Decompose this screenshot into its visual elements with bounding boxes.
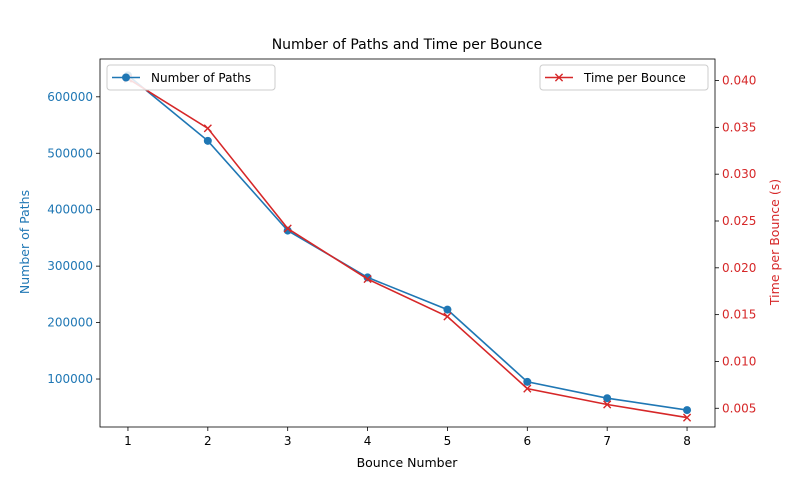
plot-frame	[99, 58, 716, 428]
legend-label-number-of-paths: Number of Paths	[151, 71, 251, 85]
x-tick-label: 5	[444, 434, 452, 448]
data-point-time-per-bounce	[682, 413, 692, 422]
y-right-tick-label: 0.025	[722, 214, 756, 228]
data-point-time-per-bounce	[203, 124, 212, 133]
x-tick-label: 6	[523, 434, 531, 448]
plot-area: 1 2 3 4 5 6 7 8 100000 200000 300000 400000 500000 60…	[47, 58, 756, 448]
x-tick-label: 4	[364, 434, 372, 448]
series-line-number-of-paths	[127, 74, 688, 411]
y-left-tick-label: 200000	[47, 316, 93, 330]
data-point-time-per-bounce	[443, 312, 452, 321]
y-left-tick-label: 600000	[47, 90, 93, 104]
y-right-tick-label: 0.020	[722, 261, 756, 275]
y-left-tick-label: 500000	[47, 146, 93, 160]
series-line-time-per-bounce	[127, 78, 688, 419]
data-point-number-of-paths	[443, 305, 452, 314]
y-axis-left-label: Number of Paths	[17, 190, 32, 294]
y-right-tick-label: 0.030	[722, 167, 756, 181]
y-right-tick-label: 0.040	[722, 74, 756, 88]
y-right-tick-label: 0.005	[722, 401, 756, 415]
y-left-tick-label: 400000	[47, 203, 93, 217]
y-right-tick-label: 0.010	[722, 354, 756, 368]
x-tick-label: 1	[124, 434, 132, 448]
data-point-number-of-paths	[683, 406, 692, 415]
data-point-time-per-bounce	[523, 384, 532, 393]
y-left-tick-label: 100000	[47, 372, 93, 386]
y-right-tick-label: 0.035	[722, 120, 756, 134]
data-point-number-of-paths	[603, 394, 612, 403]
legend-marker-number-of-paths	[122, 73, 130, 82]
x-tick-label: 8	[683, 434, 691, 448]
legend-label-time-per-bounce: Time per Bounce	[583, 71, 686, 85]
y-axis-right-label: Time per Bounce (s)	[767, 179, 782, 306]
x-tick-label: 7	[603, 434, 611, 448]
y-left-tick-label: 300000	[47, 259, 93, 273]
x-tick-label: 3	[284, 434, 292, 448]
y-right-tick-label: 0.015	[722, 308, 756, 322]
data-point-time-per-bounce	[283, 224, 292, 233]
x-axis-label: Bounce Number	[357, 455, 459, 470]
legend-box-left	[106, 64, 276, 91]
chart-title: Number of Paths and Time per Bounce	[272, 37, 543, 53]
data-point-time-per-bounce	[603, 400, 612, 409]
data-point-number-of-paths	[203, 136, 212, 145]
data-point-number-of-paths	[523, 377, 532, 386]
legend-marker-time-per-bounce	[554, 73, 564, 82]
data-point-time-per-bounce	[363, 274, 372, 284]
x-tick-label: 2	[204, 434, 212, 448]
legend-box-right	[539, 64, 709, 91]
data-point-number-of-paths	[283, 226, 292, 235]
